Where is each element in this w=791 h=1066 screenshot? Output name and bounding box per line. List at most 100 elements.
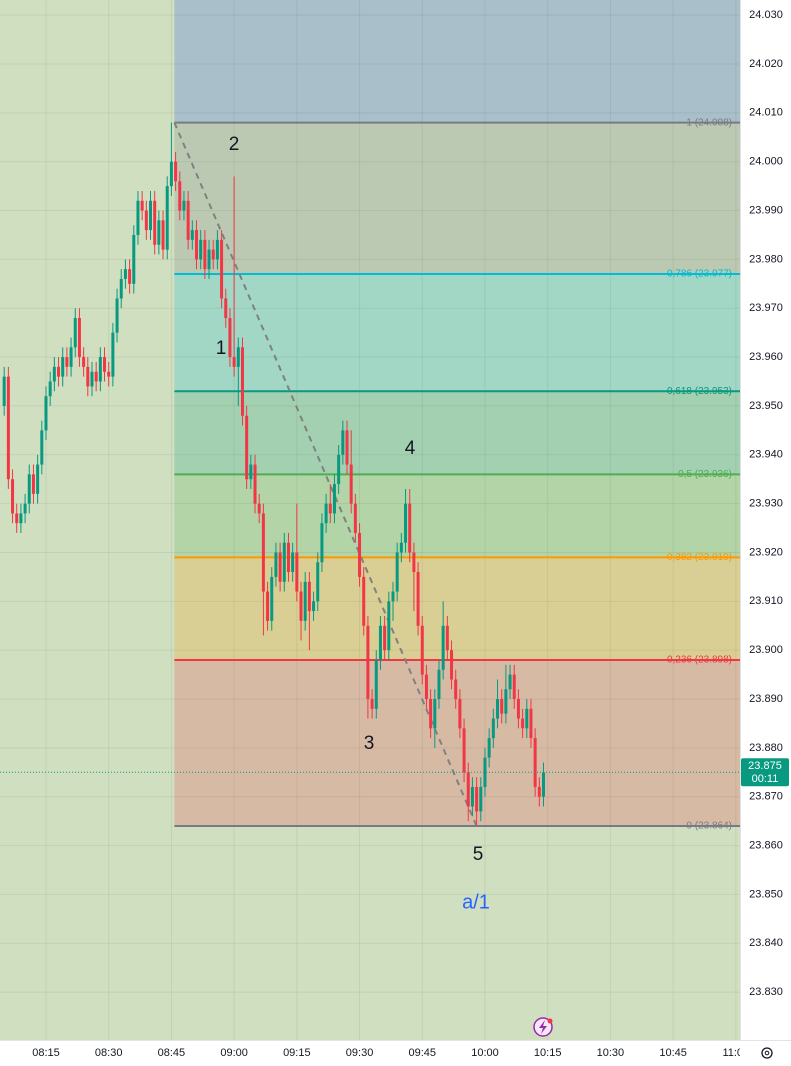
candle-body (232, 357, 236, 367)
candle-body (86, 366, 90, 387)
candle-body (521, 718, 525, 729)
candle-body (165, 186, 169, 250)
gear[interactable] (761, 1047, 773, 1059)
candle-body (27, 474, 31, 504)
candle-body (504, 689, 508, 714)
candle-body (215, 239, 219, 260)
candle-body (512, 674, 516, 700)
candle-body (291, 552, 295, 573)
candle-body (500, 699, 504, 714)
candle-body (328, 503, 332, 514)
candle-body (245, 415, 249, 480)
candle-body (416, 572, 420, 626)
y-tick-label: 23.970 (749, 302, 783, 314)
alert-icon[interactable] (533, 1017, 553, 1037)
candle-body (424, 674, 428, 700)
candle-body (144, 210, 148, 231)
y-tick-label: 24.020 (749, 58, 783, 70)
alert-dot (547, 1018, 553, 1024)
candle-body (119, 278, 123, 299)
wave-label: 5 (473, 844, 484, 865)
x-tick-label: 11:00 (722, 1047, 749, 1059)
fib-level-label: 0,382 (23.919) (667, 552, 732, 563)
candle-body (466, 772, 470, 807)
candle-body (445, 625, 449, 651)
candle-body (370, 699, 374, 709)
settings-icon[interactable] (761, 1047, 773, 1059)
candle-body (529, 708, 533, 739)
candle-body (203, 239, 207, 270)
candle-body (65, 357, 69, 367)
candle-body (220, 239, 224, 299)
candle-body (475, 786, 479, 812)
y-tick-label: 24.010 (749, 107, 783, 119)
candle-body (307, 581, 311, 612)
candle-body (516, 699, 520, 719)
y-tick-label: 23.990 (749, 204, 783, 216)
candle-body (6, 376, 10, 480)
candle-body (257, 503, 261, 514)
x-tick-label: 09:45 (408, 1047, 436, 1059)
candle-body (437, 669, 441, 700)
y-tick-label: 23.860 (749, 839, 783, 851)
candle-body (266, 591, 270, 621)
candle-body (286, 542, 290, 573)
gear-hub (764, 1050, 770, 1056)
x-tick-label: 10:15 (534, 1047, 562, 1059)
plot-area: 1 (24.008) 0,786 (23.977) 0,618 (23.953) 0,… (0, 0, 740, 1040)
candle-body (169, 161, 173, 187)
candle-body (332, 484, 336, 514)
candle-body (128, 269, 132, 284)
candle-body (261, 513, 265, 592)
candle-body (69, 347, 73, 367)
candle-body (111, 332, 115, 377)
fib-band (174, 274, 740, 392)
candle-body (312, 601, 316, 612)
candle-body (61, 357, 65, 377)
candle-body (433, 699, 437, 729)
y-tick-label: 24.000 (749, 156, 783, 168)
candle-body (362, 576, 366, 626)
candle-body (462, 728, 466, 773)
y-tick-label: 23.840 (749, 937, 783, 949)
y-tick-label: 23.910 (749, 595, 783, 607)
candle-body (199, 239, 203, 260)
candle-body (282, 542, 286, 582)
y-tick-label: 23.850 (749, 888, 783, 900)
fib-level-label: 0,786 (23.977) (667, 269, 732, 280)
candle-body (82, 357, 86, 367)
candle-body (153, 200, 157, 245)
candle-body (149, 200, 153, 231)
candle-body (161, 220, 165, 250)
y-tick-label: 23.870 (749, 791, 783, 803)
candle-body (387, 601, 391, 651)
candle-body (337, 454, 341, 485)
x-tick-label: 08:45 (158, 1047, 186, 1059)
candle-body (115, 298, 119, 333)
candle-body (303, 581, 307, 621)
fib-band (174, 557, 740, 660)
candle-body (182, 200, 186, 211)
candle-body (190, 230, 194, 240)
candle-body (525, 708, 529, 729)
candle-body (404, 503, 408, 543)
candle-body (186, 200, 190, 240)
candle-body (295, 552, 299, 592)
candle-body (487, 738, 491, 758)
fib-level-label: 0,5 (23.936) (678, 469, 732, 480)
candle-body (320, 523, 324, 563)
candle-body (483, 757, 487, 787)
wave-label: 4 (405, 438, 416, 459)
candle-body (353, 503, 357, 533)
wave-label: 1 (216, 338, 227, 359)
candle-body (537, 786, 541, 797)
candle-body (270, 576, 274, 621)
candle-body (207, 249, 211, 270)
x-tick-label: 08:15 (32, 1047, 60, 1059)
y-tick-label: 23.940 (749, 449, 783, 461)
candle-body (31, 474, 35, 494)
x-tick-label: 08:30 (95, 1047, 123, 1059)
candle-body (236, 347, 240, 367)
candle-body (123, 269, 127, 279)
candle-body (40, 430, 44, 465)
